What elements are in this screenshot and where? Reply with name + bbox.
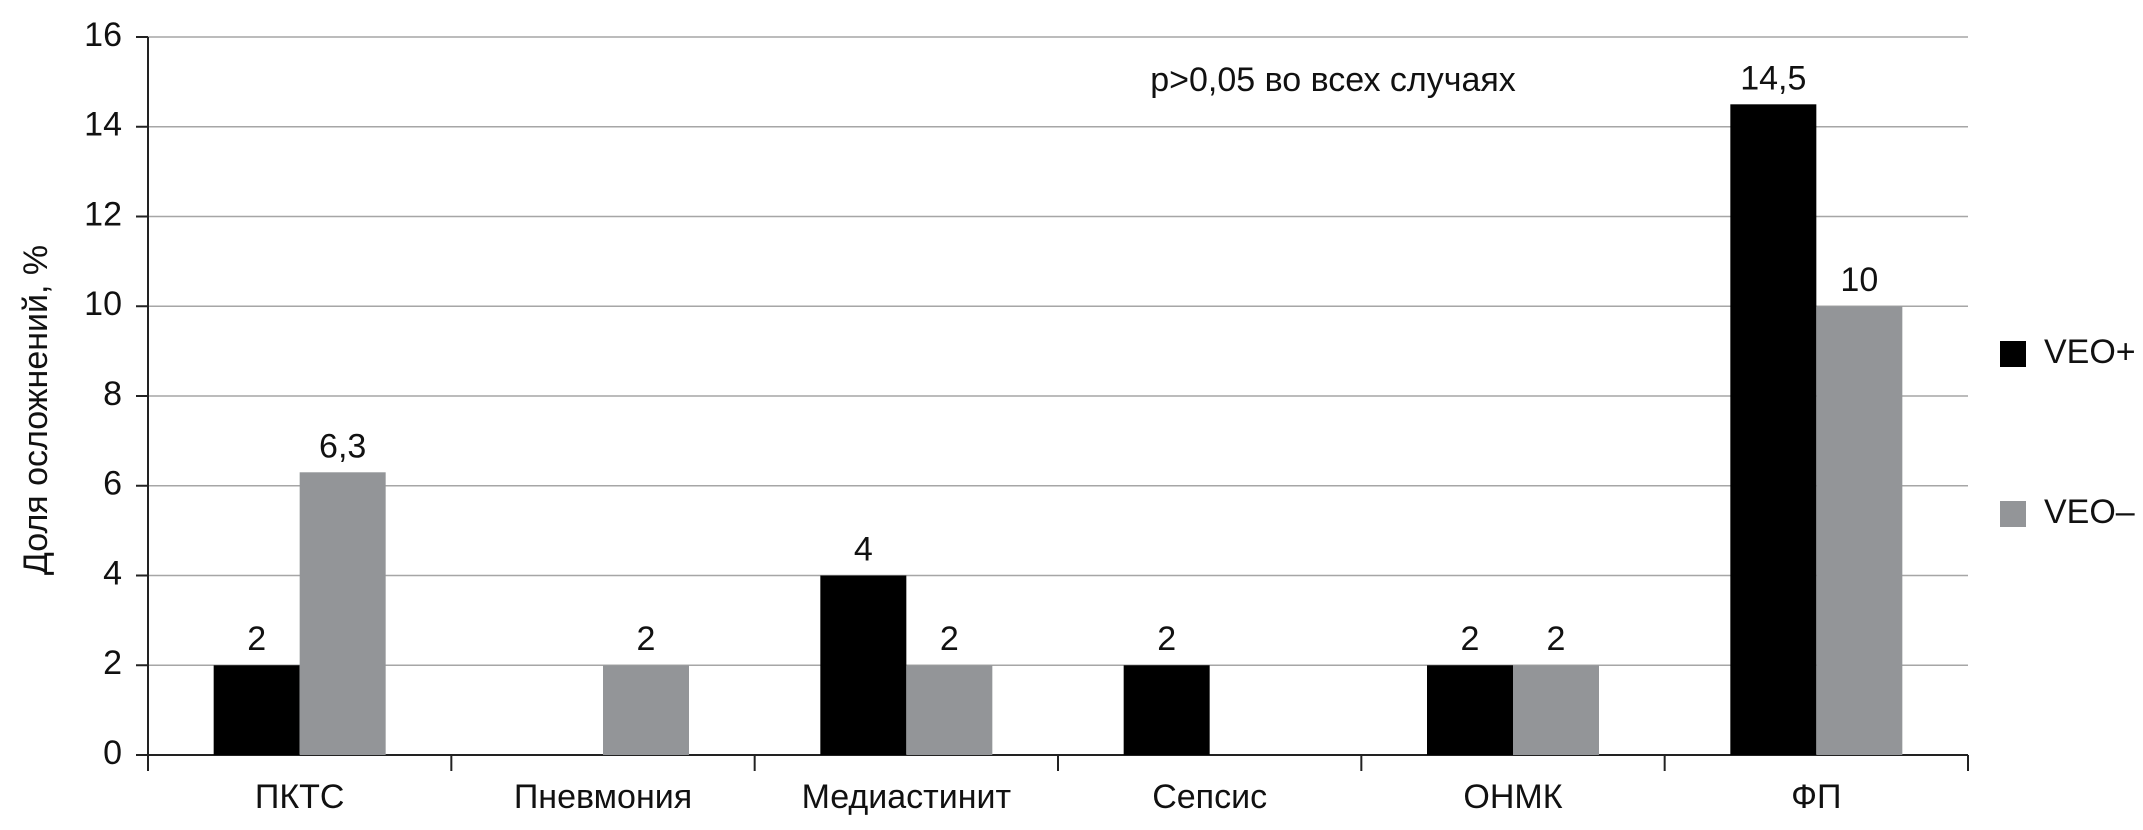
data-label: 2	[1157, 620, 1176, 658]
legend-swatch	[2000, 341, 2026, 367]
y-tick-label: 12	[84, 195, 122, 233]
data-label: 14,5	[1740, 59, 1806, 97]
y-tick-label: 6	[103, 465, 122, 503]
data-label: 6,3	[319, 427, 366, 465]
data-label: 10	[1840, 261, 1878, 299]
data-label: 4	[854, 530, 873, 568]
bar	[1816, 306, 1903, 755]
data-label: 2	[1547, 620, 1566, 658]
annotation: p>0,05 во всех случаях	[1150, 61, 1516, 99]
data-label: 2	[1461, 620, 1480, 658]
bar	[603, 665, 689, 755]
y-tick-label: 4	[103, 554, 122, 592]
data-label: 2	[637, 620, 656, 658]
y-axis-title: Доля осложнений, %	[17, 245, 55, 575]
x-tick-label: ФП	[1791, 778, 1841, 816]
legend-label: VEO+	[2044, 333, 2136, 371]
x-tick-label: Пневмония	[514, 778, 692, 816]
legend-swatch	[2000, 501, 2026, 527]
bar	[213, 665, 300, 755]
x-tick-label: ПКТС	[255, 778, 345, 816]
bar	[1123, 665, 1210, 755]
bar	[906, 665, 993, 755]
y-tick-label: 2	[103, 644, 122, 682]
bar	[1427, 665, 1513, 755]
bar	[299, 472, 386, 755]
x-tick-label: Медиастинит	[802, 778, 1012, 816]
y-tick-label: 10	[84, 285, 122, 323]
legend-label: VEO–	[2044, 493, 2135, 531]
x-tick-label: Сепсис	[1152, 778, 1267, 816]
x-tick-label: ОНМК	[1463, 778, 1562, 816]
y-tick-label: 14	[84, 106, 122, 144]
y-tick-label: 8	[103, 375, 122, 413]
y-tick-label: 16	[84, 16, 122, 54]
y-tick-label: 0	[103, 734, 122, 772]
bar	[820, 575, 907, 755]
bar	[1513, 665, 1599, 755]
data-label: 2	[247, 620, 266, 658]
data-label: 2	[940, 620, 959, 658]
bar	[1730, 104, 1817, 755]
